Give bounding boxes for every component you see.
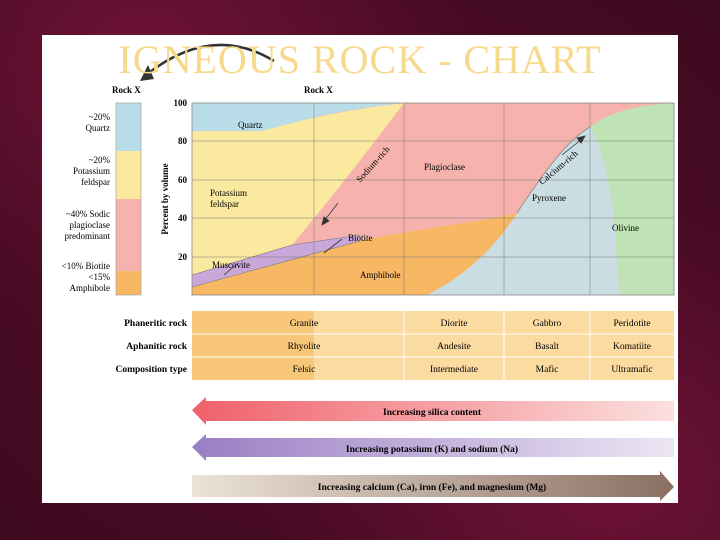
label-plag-2: plagioclase bbox=[70, 220, 110, 230]
rock-table: Phaneritic rock Aphanitic rock Compositi… bbox=[115, 311, 674, 380]
label-quartz-name: Quartz bbox=[86, 123, 111, 133]
arrow-ca-fe-mg-label: Increasing calcium (Ca), iron (Fe), and … bbox=[318, 482, 546, 493]
rock-x-arrow-head bbox=[140, 65, 154, 81]
arrow-silica bbox=[192, 397, 674, 425]
muscovite-pointer bbox=[223, 262, 239, 276]
cell-peridotite: Peridotite bbox=[614, 319, 651, 329]
sodium-rich-arrow bbox=[323, 202, 339, 222]
area-kspar bbox=[192, 103, 404, 275]
area-olivine bbox=[590, 103, 674, 295]
mineral-label-biotite: Biotite bbox=[348, 233, 373, 243]
arrow-silica-label: Increasing silica content bbox=[383, 408, 482, 418]
cell-granite: Granite bbox=[290, 319, 319, 329]
cell-rhyolite: Rhyolite bbox=[288, 342, 321, 352]
column-quartz bbox=[116, 103, 141, 151]
rock-x-left-label: Rock X bbox=[112, 85, 141, 95]
rock-x-right-label: Rock X bbox=[304, 85, 333, 95]
label-kspar-name-1: Potassium bbox=[73, 166, 110, 176]
label-quartz-pct: ~20% bbox=[89, 112, 111, 122]
area-pyroxene bbox=[427, 127, 620, 295]
mineral-label-quartz: Quartz bbox=[238, 120, 263, 130]
label-mafic-3: Amphibole bbox=[70, 283, 111, 293]
cell-ultramafic: Ultramafic bbox=[611, 364, 652, 375]
mineral-label-olivine: Olivine bbox=[612, 223, 639, 233]
mineral-label-plagioclase: Plagioclase bbox=[424, 162, 465, 172]
y-tick-40: 40 bbox=[178, 213, 188, 223]
mineral-label-amphibole: Amphibole bbox=[360, 270, 401, 280]
cell-diorite: Diorite bbox=[441, 319, 468, 329]
rock-x-curved-arrow bbox=[145, 43, 275, 76]
arrow-potassium-sodium bbox=[192, 434, 674, 461]
cell-mafic: Mafic bbox=[536, 364, 559, 375]
trend-arrows: Increasing silica content Increasing pot… bbox=[192, 397, 674, 501]
column-kspar bbox=[116, 151, 141, 199]
label-kspar-pct: ~20% bbox=[89, 155, 111, 165]
biotite-pointer bbox=[323, 238, 343, 254]
arrow-potassium-sodium-label: Increasing potassium (K) and sodium (Na) bbox=[346, 444, 518, 455]
column-mafic bbox=[116, 271, 141, 295]
rock-x-column bbox=[115, 102, 142, 296]
area-quartz bbox=[192, 103, 404, 131]
mineral-label-kspar-2: feldspar bbox=[210, 199, 239, 209]
cell-intermediate: Intermediate bbox=[430, 365, 478, 375]
mineral-label-pyroxene: Pyroxene bbox=[532, 193, 566, 203]
cell-basalt: Basalt bbox=[535, 342, 559, 352]
label-plag-3: predominant bbox=[65, 231, 111, 241]
gridlines bbox=[192, 103, 674, 295]
label-kspar-name-2: feldspar bbox=[81, 177, 110, 187]
cell-andesite: Andesite bbox=[437, 342, 471, 352]
y-tick-100: 100 bbox=[174, 98, 188, 108]
y-tick-20: 20 bbox=[178, 252, 188, 262]
cell-gabbro: Gabbro bbox=[533, 319, 562, 329]
label-mafic-1: <10% Biotite bbox=[62, 261, 110, 271]
label-plag-1: ~40% Sodic bbox=[66, 209, 110, 219]
row-label-aphanitic: Aphanitic rock bbox=[126, 342, 188, 352]
slide-title: IGNEOUS ROCK - CHART bbox=[118, 37, 602, 82]
igneous-rock-diagram: Rock X Rock X ~20% Quartz ~20% Potassium… bbox=[62, 43, 675, 501]
area-amphibole bbox=[192, 213, 517, 295]
area-biotite bbox=[192, 235, 360, 287]
arrow-ca-fe-mg bbox=[192, 471, 674, 501]
mineral-area-chart bbox=[191, 102, 675, 296]
y-tick-80: 80 bbox=[178, 136, 188, 146]
cell-felsic: Felsic bbox=[293, 365, 316, 375]
cell-komatiite: Komatiite bbox=[613, 342, 651, 352]
chart-panel: Rock X Rock X ~20% Quartz ~20% Potassium… bbox=[42, 35, 678, 503]
mineral-label-muscovite: Muscovite bbox=[212, 260, 250, 270]
y-axis-label: Percent by volume bbox=[160, 163, 170, 234]
label-mafic-2: <15% bbox=[88, 272, 110, 282]
row-label-phaneritic: Phaneritic rock bbox=[124, 319, 188, 329]
mineral-label-kspar-1: Potassium bbox=[210, 188, 247, 198]
row-label-composition: Composition type bbox=[115, 365, 187, 375]
y-tick-60: 60 bbox=[178, 175, 188, 185]
calcium-rich-arrow bbox=[561, 138, 583, 156]
